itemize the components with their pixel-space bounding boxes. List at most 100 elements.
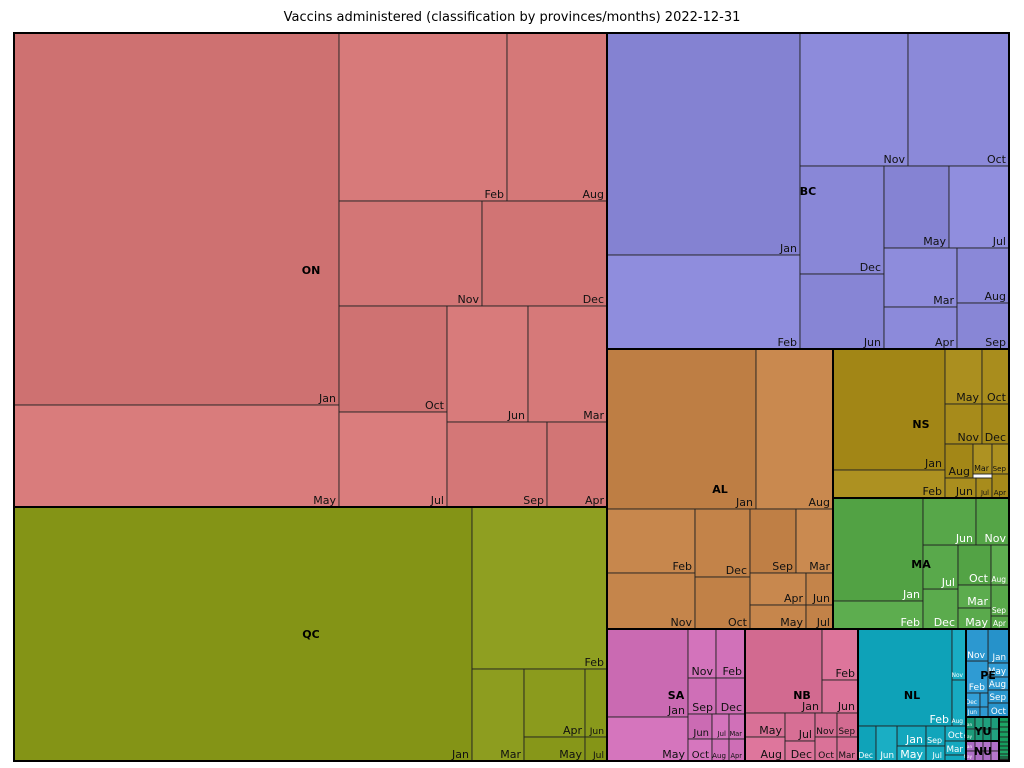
month-label: May	[965, 616, 988, 629]
month-label: Feb	[585, 656, 604, 669]
cell-on-oct	[338, 305, 448, 413]
month-label: Sep	[990, 693, 1007, 703]
month-label: May	[313, 494, 336, 507]
cell-on-jul	[338, 411, 448, 508]
cell-on-jan	[13, 32, 340, 406]
cell-bc-jun	[799, 273, 885, 350]
cell-on-nov	[338, 200, 483, 307]
month-label: Jun	[812, 592, 830, 605]
month-label: Mar	[583, 409, 604, 422]
cell-nt-feb	[998, 721, 1010, 728]
month-label: Oct	[991, 707, 1007, 717]
month-label: Dec	[934, 616, 955, 629]
month-label: Oct	[692, 750, 709, 761]
month-label: Jan	[801, 700, 819, 713]
month-label: Jul	[592, 750, 604, 761]
month-label: Dec	[860, 261, 881, 274]
cell-on-feb	[338, 32, 508, 202]
cell-sa-may	[606, 716, 689, 762]
cell-qc-may	[523, 736, 586, 762]
cell-al-oct	[694, 576, 751, 630]
month-label: Sep	[993, 464, 1007, 473]
month-label: Jun	[507, 409, 525, 422]
cell-ns-may	[944, 348, 983, 405]
month-label: May	[964, 734, 973, 739]
month-label: Jan	[318, 392, 336, 405]
month-label: Jul	[798, 728, 812, 741]
month-label: May	[662, 748, 685, 761]
cell-al-dec	[694, 508, 751, 578]
province-label: NU	[974, 745, 992, 758]
cell-ns-oct	[981, 348, 1010, 405]
month-label: Feb	[901, 616, 920, 629]
month-label: Apr	[993, 619, 1007, 628]
cell-al-apr	[749, 572, 807, 606]
cell-ns-aug	[944, 443, 974, 479]
chart-title: Vaccins administered (classification by …	[283, 10, 741, 25]
month-label: Mar	[933, 294, 954, 307]
month-label: Jan	[905, 733, 923, 746]
cell-al-may	[749, 604, 807, 630]
month-label: Dec	[726, 564, 747, 577]
month-label: Jan	[735, 496, 753, 509]
month-label: Sep	[992, 606, 1006, 615]
month-label: Nov	[458, 293, 480, 306]
cell-nt-apr	[998, 731, 1010, 738]
cell-nt-jun	[998, 741, 1010, 747]
month-label: Nov	[952, 673, 964, 679]
month-label: Jun	[879, 751, 894, 761]
province-label: BC	[800, 185, 816, 198]
month-label: May	[780, 616, 803, 629]
cell-ns-nov	[944, 403, 983, 445]
month-label: Feb	[930, 713, 949, 726]
month-label: Nov	[958, 431, 980, 444]
month-label: Jun	[692, 728, 709, 739]
cell-al-sep	[749, 508, 797, 574]
cell-pe-jul	[979, 706, 989, 718]
month-label: Sep	[772, 560, 793, 573]
cell-on-dec	[481, 200, 608, 307]
month-label: Jan	[965, 744, 973, 749]
province-al: Jan Aug Feb Nov Dec Oct Sep Mar Apr May Jun Jul AL	[606, 348, 834, 630]
month-label: May	[923, 235, 946, 248]
month-label: Sep	[692, 701, 713, 714]
month-label: Jan	[924, 457, 942, 470]
month-label: Jan	[779, 242, 797, 255]
cell-nl-feb	[857, 628, 953, 727]
month-label: Apr	[935, 336, 955, 349]
month-label: Nov	[671, 616, 693, 629]
month-label: Aug	[809, 496, 830, 509]
cell-nt-aug	[998, 749, 1010, 755]
month-label: Jun	[589, 726, 605, 737]
month-label: Jul	[980, 489, 989, 497]
cell-ma-jan	[832, 497, 924, 602]
cell-sa-feb	[715, 628, 746, 679]
cell-nb-may	[744, 712, 786, 738]
month-label: Nov	[967, 650, 985, 661]
month-label: Sep	[523, 494, 544, 507]
month-label: Oct	[728, 616, 748, 629]
month-label: Mar	[809, 560, 830, 573]
month-label: Aug	[761, 748, 782, 761]
province-label: AL	[712, 483, 728, 496]
month-label: Oct	[425, 399, 445, 412]
cell-nb-jan	[744, 628, 823, 714]
month-label: Jul	[430, 494, 444, 507]
month-label: Nov	[884, 153, 906, 166]
cell-bc-sep	[956, 302, 1010, 350]
cell-on-may	[13, 404, 340, 508]
month-label: Sep	[927, 736, 942, 745]
month-label: Jan	[902, 588, 920, 601]
month-label: Oct	[969, 572, 989, 585]
month-label: Jan	[667, 704, 685, 717]
month-label: Nov	[985, 532, 1007, 545]
month-label: Jun	[955, 485, 973, 498]
province-nb: Jan Feb Jun May Jul Nov Sep Aug Dec Oct Mar NB	[744, 628, 859, 762]
month-label: Jun	[955, 532, 973, 545]
cell-bc-jan	[606, 32, 801, 256]
month-label: Mar	[838, 751, 855, 761]
month-label: Jul	[716, 729, 726, 738]
month-label: Feb	[923, 485, 942, 498]
month-label: Dec	[966, 700, 977, 706]
